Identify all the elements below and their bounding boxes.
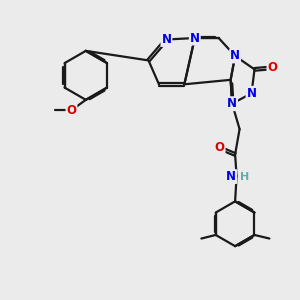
Text: O: O bbox=[267, 61, 278, 74]
Text: N: N bbox=[230, 50, 240, 62]
Text: N: N bbox=[247, 87, 256, 100]
Text: H: H bbox=[240, 172, 249, 182]
Text: O: O bbox=[67, 104, 76, 117]
Text: N: N bbox=[227, 97, 237, 110]
Text: O: O bbox=[214, 141, 225, 154]
Text: N: N bbox=[161, 33, 171, 46]
Text: N: N bbox=[226, 170, 236, 183]
Text: N: N bbox=[190, 32, 200, 44]
